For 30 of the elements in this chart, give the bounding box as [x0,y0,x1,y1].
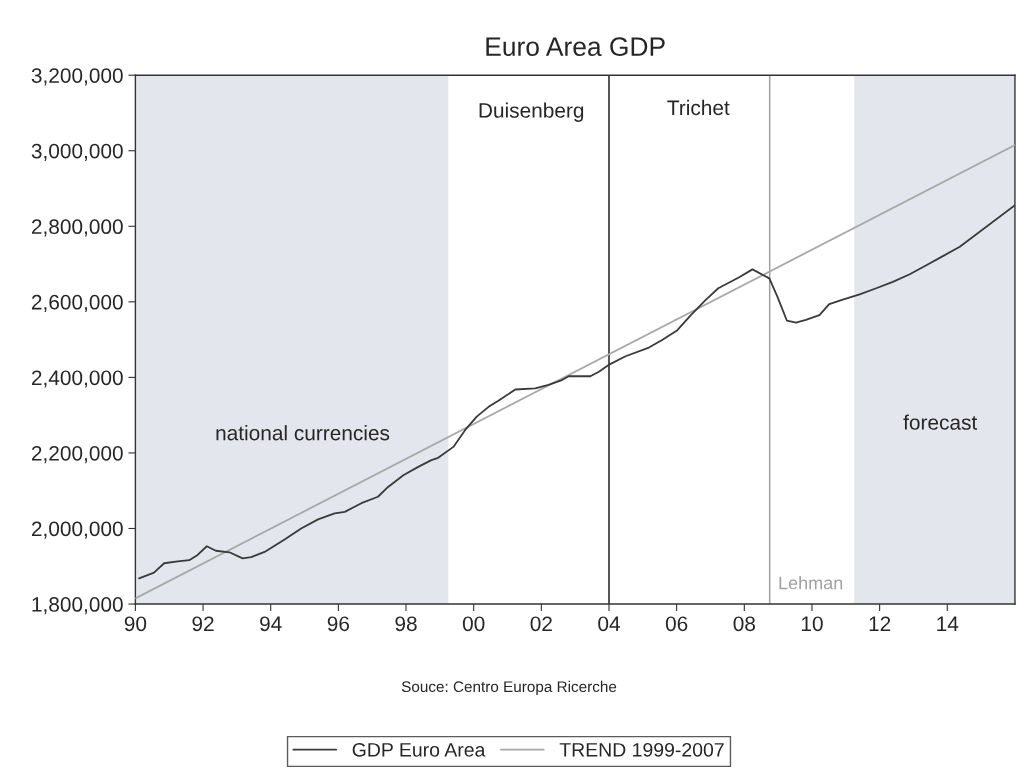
x-tick-label: 96 [327,616,350,632]
x-tick-label: 14 [937,616,959,631]
x-tick-label: 00 [462,616,485,632]
x-tick-label: 06 [665,616,688,632]
x-tick-label: 02 [530,616,552,632]
y-tick-label: 2,200,000 [31,445,123,464]
legend-label: TREND 1999-2007 [559,742,724,757]
x-tick-label: 94 [260,616,282,632]
y-tick-label: 3,200,000 [31,68,123,86]
x-tick-label: 92 [192,616,214,632]
y-tick-label: 2,800,000 [31,219,123,237]
y-tick-label: 2,000,000 [31,521,123,539]
annotation: national currencies [216,425,390,441]
annotation: Trichet [667,99,730,116]
ref-line-label: Lehman [779,576,843,590]
x-tick-label: 98 [395,616,417,632]
legend-label: GDP Euro Area [352,742,486,757]
y-tick-label: 3,000,000 [31,143,123,161]
y-tick-label: 1,800,000 [32,597,123,615]
x-tick-label: 90 [124,616,147,632]
x-tick-label: 04 [598,616,620,632]
chart-title: Euro Area GDP [486,37,665,57]
y-tick-label: 2,600,000 [31,294,123,313]
y-tick-label: 2,400,000 [31,370,123,388]
x-tick-label: 10 [801,616,823,632]
x-tick-label: 12 [869,616,891,631]
text: Souce: Centro Europa Ricerche [401,680,617,696]
x-tick-label: 08 [733,616,755,632]
annotation: Duisenberg [479,102,584,122]
annotation: forecast [903,414,978,430]
